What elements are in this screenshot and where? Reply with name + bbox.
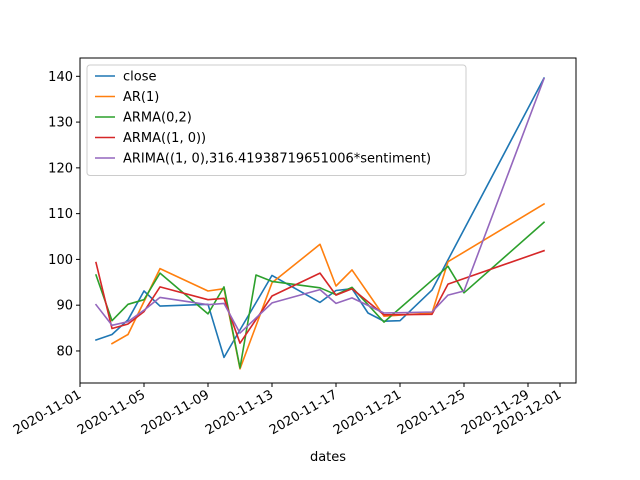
legend-label: close — [123, 70, 156, 85]
y-tick-label: 90 — [56, 299, 73, 314]
y-tick-label: 140 — [48, 70, 73, 85]
y-tick-label: 120 — [48, 161, 73, 176]
y-tick-label: 110 — [48, 207, 73, 222]
legend-label: ARIMA((1, 0),316.41938719651006*sentimen… — [123, 152, 431, 167]
legend-label: ARMA(0,2) — [123, 111, 192, 126]
y-tick-label: 80 — [56, 344, 73, 359]
series-line-4 — [94, 77, 546, 334]
series-line-1 — [110, 202, 546, 370]
plot-lines — [94, 77, 546, 370]
legend: close AR(1) ARMA(0,2) ARMA((1, 0)) ARIMA((1,… — [86, 64, 467, 176]
series-line-2 — [94, 221, 546, 369]
legend-label: AR(1) — [123, 90, 159, 105]
y-axis-ticks: 80 90 100 110 120 130 140 — [48, 70, 80, 359]
y-tick-label: 100 — [48, 253, 73, 268]
legend-label: ARMA((1, 0)) — [123, 131, 206, 146]
y-tick-label: 130 — [48, 116, 73, 131]
legend-box — [86, 64, 467, 176]
series-line-3 — [95, 249, 546, 344]
axes-frame — [79, 57, 577, 384]
x-axis-title: dates — [310, 450, 346, 465]
